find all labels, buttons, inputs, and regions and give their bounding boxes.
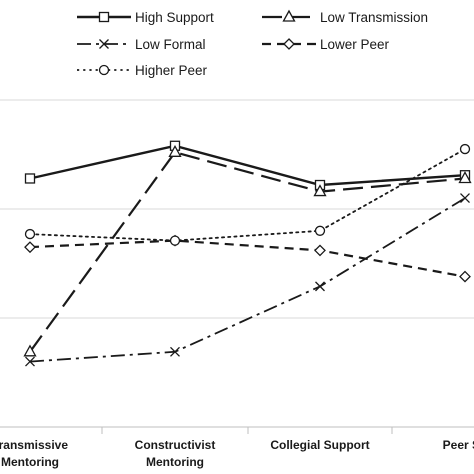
category-label-peer-su: Peer Su bbox=[443, 438, 474, 452]
legend: High Support Low Transmission Low Formal Lo… bbox=[77, 9, 428, 78]
category-label-constructivist-mentoring: Constructivist Mentoring bbox=[135, 438, 216, 469]
point-low-transmission-3 bbox=[313, 184, 327, 197]
legend-label-low-formal: Low Formal bbox=[135, 37, 206, 52]
point-higher-peer-1 bbox=[24, 228, 36, 240]
category-label-collegial-support: Collegial Support bbox=[270, 438, 369, 452]
point-low-transmission-1 bbox=[23, 344, 37, 357]
legend-marker-lower-peer bbox=[283, 38, 295, 50]
gridlines bbox=[0, 99, 474, 319]
category-label-transmissive-mentoring: TransmissiveMentoring bbox=[0, 438, 68, 469]
legend-label-higher-peer: Higher Peer bbox=[135, 63, 208, 78]
point-higher-peer-2 bbox=[169, 235, 181, 246]
legend-item-lower-peer: Lower Peer bbox=[262, 37, 390, 52]
point-lower-peer-1 bbox=[24, 241, 36, 254]
point-lower-peer-3 bbox=[314, 244, 326, 257]
series-line-higher-peer bbox=[29, 148, 466, 242]
legend-marker-higher-peer bbox=[98, 64, 110, 76]
legend-marker-low-formal bbox=[99, 39, 109, 49]
legend-label-lower-peer: Lower Peer bbox=[320, 37, 390, 52]
category-labels: TransmissiveMentoring ConstructivistMento… bbox=[0, 438, 474, 469]
legend-marker-high-support bbox=[98, 11, 110, 23]
legend-marker-low-transmission bbox=[282, 9, 296, 22]
legend-label-low-transmission: Low Transmission bbox=[320, 10, 428, 25]
point-higher-peer-3 bbox=[314, 225, 326, 236]
series-low-formal bbox=[25, 193, 470, 367]
point-low-formal-3 bbox=[315, 281, 325, 292]
series-line-high-support bbox=[29, 144, 466, 187]
legend-item-high-support: High Support bbox=[77, 10, 214, 25]
legend-item-higher-peer: Higher Peer bbox=[77, 63, 208, 78]
series-lower-peer bbox=[24, 234, 471, 283]
series-line-low-transmission bbox=[29, 151, 466, 353]
legend-item-low-formal: Low Formal bbox=[77, 37, 206, 52]
point-lower-peer-4 bbox=[459, 270, 471, 283]
point-low-formal-4 bbox=[460, 193, 470, 204]
series-higher-peer bbox=[24, 143, 471, 246]
point-low-transmission-2 bbox=[168, 144, 182, 157]
series-high-support bbox=[24, 140, 471, 191]
series-low-transmission bbox=[23, 144, 472, 357]
legend-item-low-transmission: Low Transmission bbox=[262, 9, 428, 25]
x-axis bbox=[0, 426, 474, 434]
point-high-support-1 bbox=[24, 173, 36, 184]
point-low-transmission-4 bbox=[458, 171, 472, 184]
point-low-formal-1 bbox=[25, 356, 35, 367]
series-line-lower-peer bbox=[29, 239, 466, 278]
point-higher-peer-4 bbox=[459, 143, 471, 155]
point-low-formal-2 bbox=[170, 346, 180, 357]
legend-label-high-support: High Support bbox=[135, 10, 214, 25]
series-line-low-formal bbox=[29, 197, 466, 363]
series-layer bbox=[23, 140, 472, 367]
